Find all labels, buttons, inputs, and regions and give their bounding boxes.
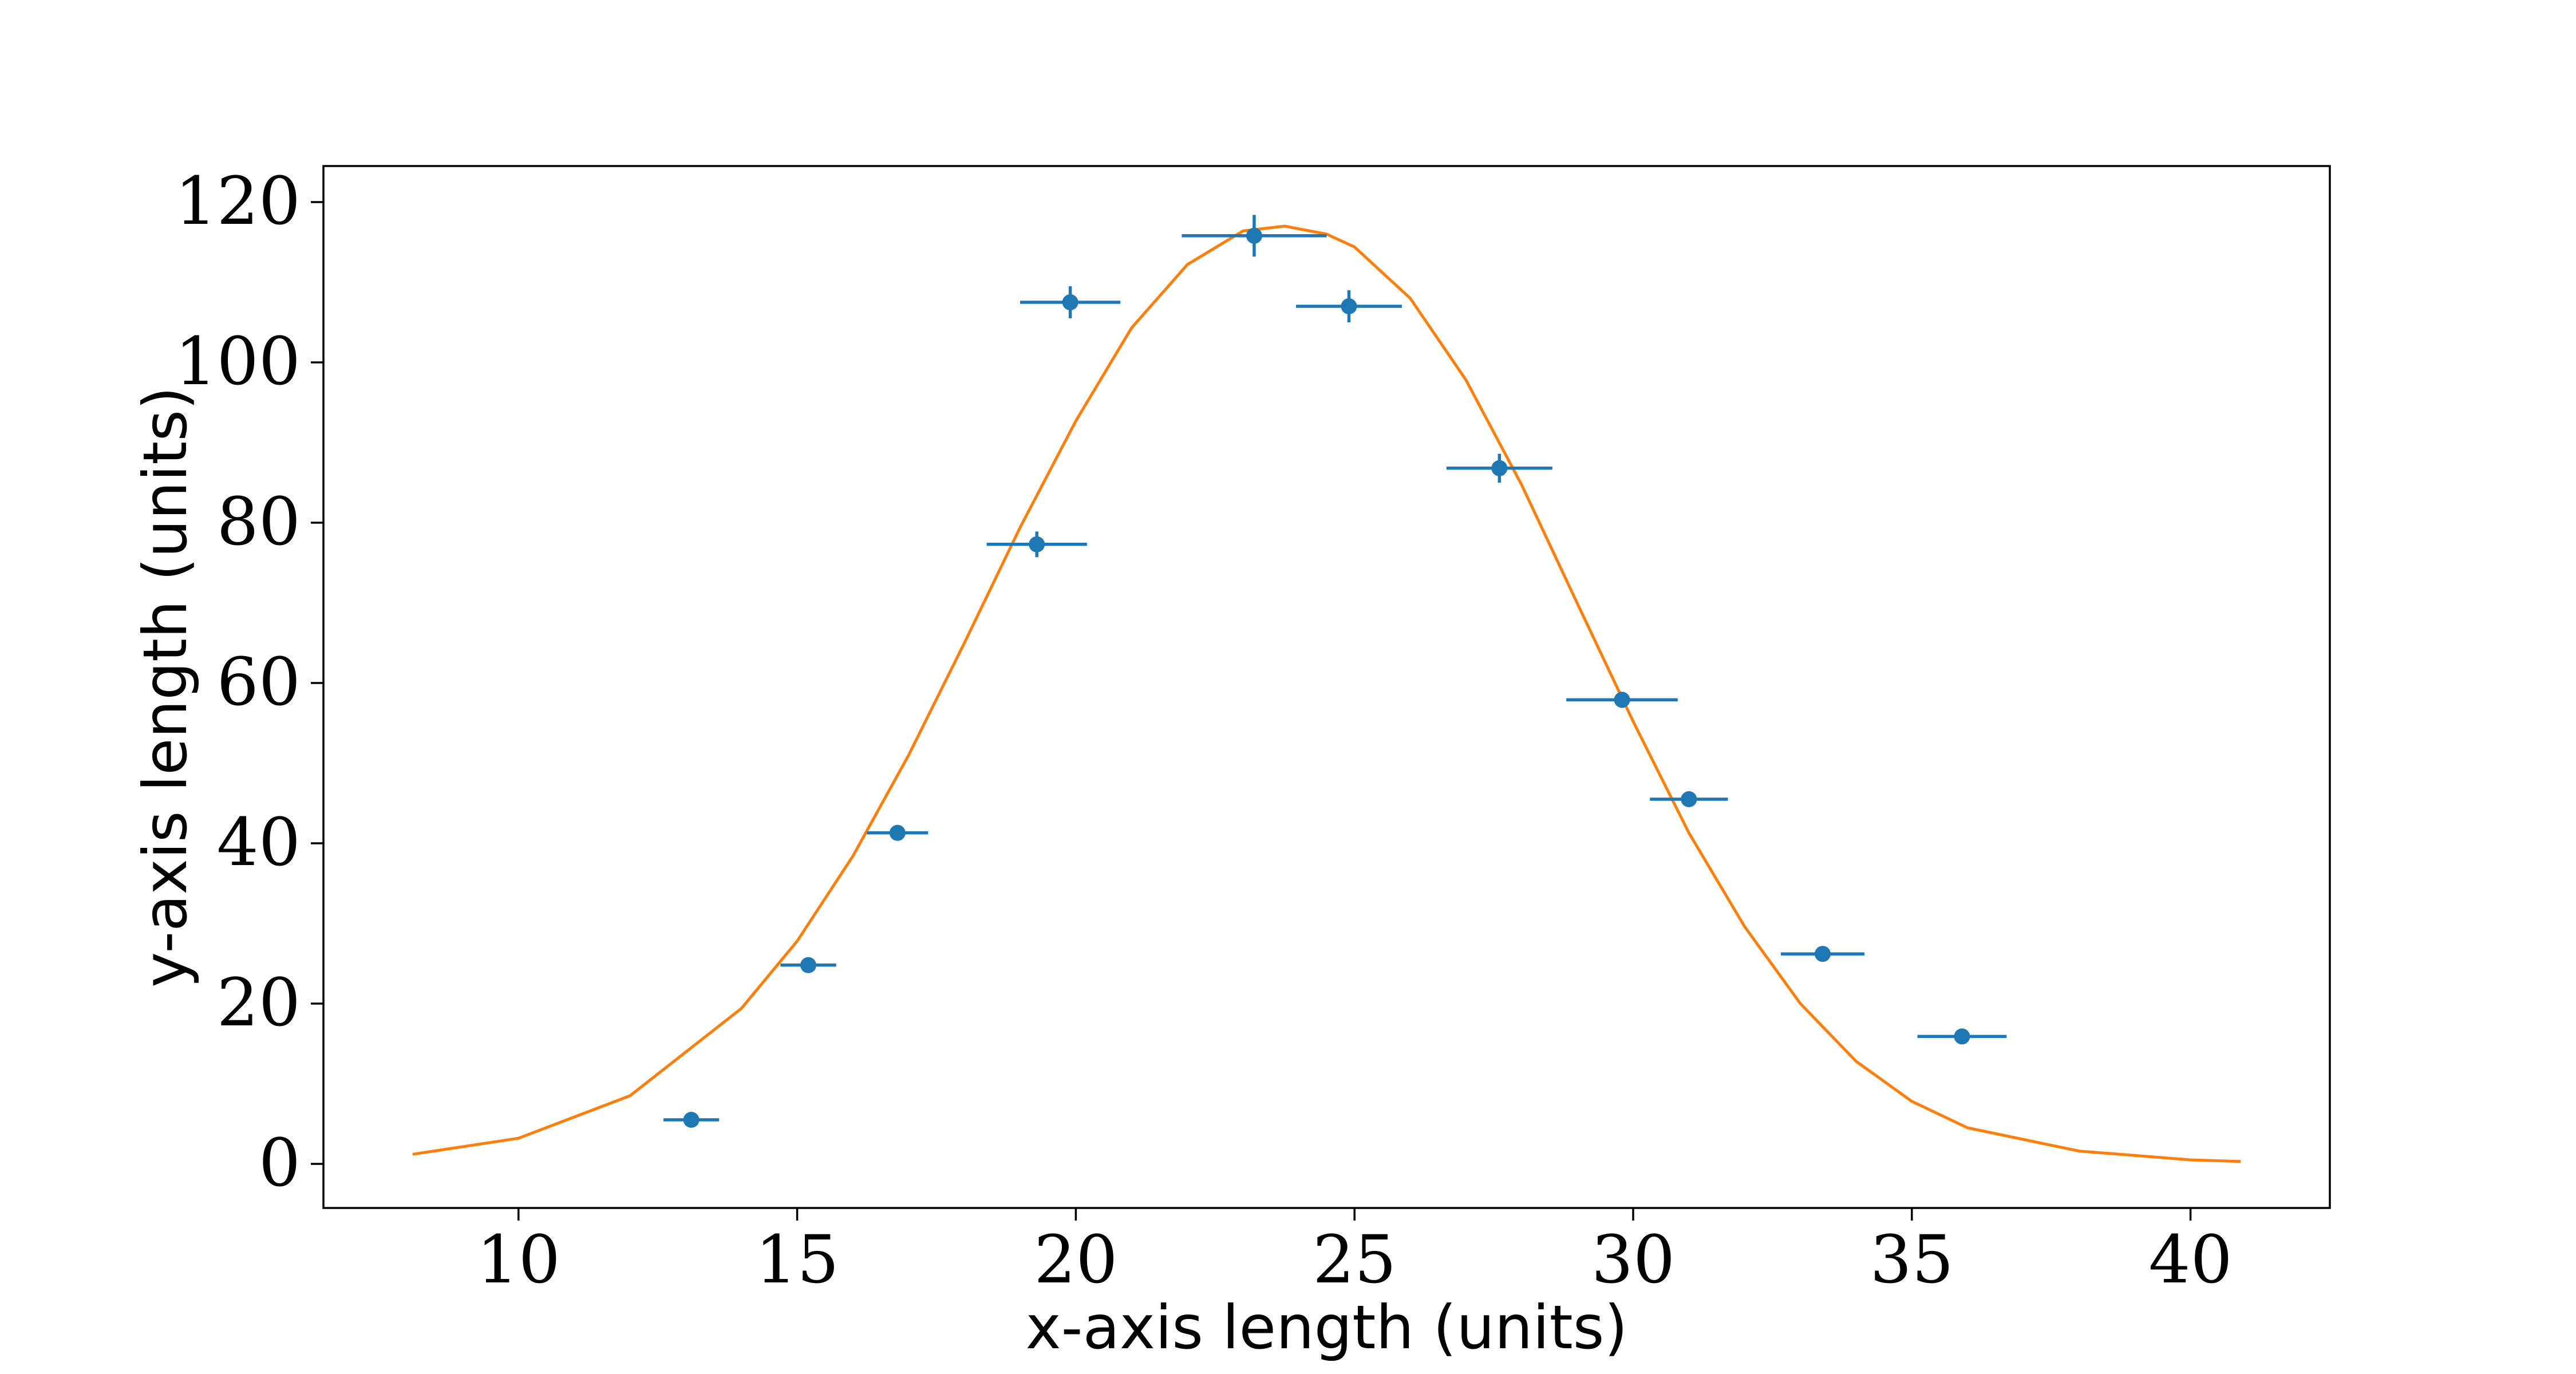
y-tick-label: 100	[175, 323, 301, 400]
y-tick-label: 20	[217, 965, 301, 1041]
data-point-5	[1020, 286, 1121, 318]
x-tick-label: 35	[1870, 1222, 1954, 1298]
x-tick-label: 20	[1034, 1222, 1117, 1298]
y-tick-label: 40	[217, 804, 301, 881]
data-point-marker	[1341, 298, 1357, 314]
data-point-11	[1780, 946, 1865, 962]
data-point-marker	[1614, 692, 1630, 708]
y-tick-label: 60	[217, 644, 301, 721]
data-point-marker	[800, 957, 817, 973]
data-point-marker	[1029, 536, 1045, 552]
fit-curve-line	[412, 224, 2241, 1163]
data-point-marker	[683, 1112, 700, 1128]
y-tick-label: 120	[175, 163, 301, 240]
y-axis-label: y-axis length (units)	[131, 386, 200, 988]
x-tick-label: 25	[1313, 1222, 1396, 1298]
x-tick-label: 30	[1591, 1222, 1675, 1298]
x-tick-label: 15	[755, 1222, 839, 1298]
y-tick-label: 80	[217, 484, 301, 560]
y-tick-label: 0	[259, 1125, 301, 1202]
data-point-marker	[1246, 227, 1262, 244]
data-point-4	[986, 531, 1087, 558]
data-point-marker	[1491, 460, 1508, 476]
x-tick-label: 40	[2148, 1222, 2232, 1298]
data-point-8	[1446, 453, 1552, 483]
data-point-marker	[1062, 294, 1078, 310]
x-axis-label: x-axis length (units)	[1026, 1293, 1628, 1363]
data-point-marker	[889, 824, 906, 841]
data-point-7	[1295, 290, 1402, 322]
data-point-marker	[1954, 1028, 1970, 1045]
data-point-1	[663, 1112, 720, 1128]
x-tick-label: 10	[477, 1222, 560, 1298]
data-point-10	[1650, 791, 1728, 807]
data-point-6	[1182, 215, 1327, 257]
plot-layer	[412, 215, 2241, 1163]
data-point-3	[867, 824, 929, 841]
data-point-2	[780, 957, 836, 973]
data-point-marker	[1681, 791, 1697, 807]
plot-area-frame	[322, 165, 2331, 1209]
data-point-9	[1566, 692, 1678, 708]
tick-layer: 10 15 20 25 30 35 40 0 20 40 60 80 100 120	[175, 163, 2233, 1298]
data-point-marker	[1815, 946, 1831, 962]
data-point-12	[1917, 1028, 2007, 1045]
